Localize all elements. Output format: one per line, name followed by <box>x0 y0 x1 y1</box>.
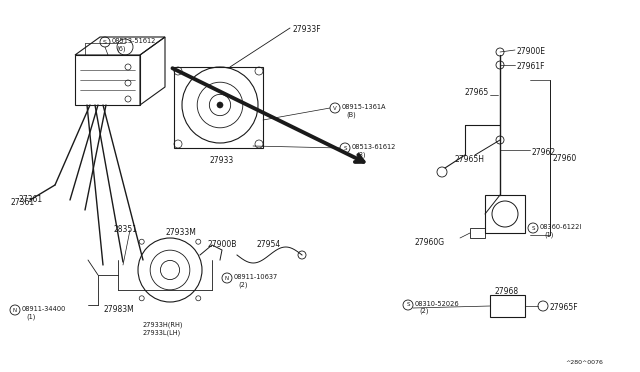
Text: 27960G: 27960G <box>415 238 445 247</box>
Text: (B): (B) <box>346 111 356 118</box>
Text: 27983M: 27983M <box>103 305 134 314</box>
Text: 27933F: 27933F <box>293 25 322 34</box>
Text: S: S <box>103 39 107 45</box>
Text: 27965H: 27965H <box>455 155 485 164</box>
Text: ^280^0076: ^280^0076 <box>565 360 603 365</box>
Text: S: S <box>343 145 347 151</box>
Text: N: N <box>225 276 229 280</box>
Text: 08911-10637: 08911-10637 <box>234 274 278 280</box>
Text: 27962: 27962 <box>532 148 556 157</box>
Text: (2): (2) <box>238 282 248 289</box>
Text: (1): (1) <box>544 231 554 237</box>
Text: 08513-51612: 08513-51612 <box>112 38 156 44</box>
Text: 27900E: 27900E <box>517 47 546 56</box>
Text: 28351: 28351 <box>113 225 137 234</box>
Text: 08513-61612: 08513-61612 <box>352 144 396 150</box>
Text: (2): (2) <box>419 308 429 314</box>
Text: 27961F: 27961F <box>517 62 545 71</box>
Text: 27968: 27968 <box>495 287 519 296</box>
Text: 27933: 27933 <box>210 156 234 165</box>
Text: (8): (8) <box>356 151 365 157</box>
Text: 27965F: 27965F <box>550 303 579 312</box>
Text: S: S <box>406 302 410 308</box>
Text: 27954: 27954 <box>257 240 281 249</box>
Text: 27965: 27965 <box>465 88 489 97</box>
Text: 08915-1361A: 08915-1361A <box>342 104 387 110</box>
Circle shape <box>217 102 223 108</box>
Text: V: V <box>333 106 337 110</box>
Text: 27960: 27960 <box>553 154 577 163</box>
Text: S: S <box>531 225 535 231</box>
Text: 27900B: 27900B <box>207 240 236 249</box>
Text: 27361: 27361 <box>18 195 42 204</box>
Text: 27933H(RH): 27933H(RH) <box>143 322 184 328</box>
Text: 27361: 27361 <box>10 198 34 207</box>
Text: (6): (6) <box>116 45 125 51</box>
Text: 08911-34400: 08911-34400 <box>22 306 67 312</box>
Text: (1): (1) <box>26 313 35 320</box>
Text: 27933L(LH): 27933L(LH) <box>143 330 181 337</box>
Text: N: N <box>13 308 17 312</box>
Text: 08310-52026: 08310-52026 <box>415 301 460 307</box>
Text: 08360-6122I: 08360-6122I <box>540 224 582 230</box>
Text: 27933M: 27933M <box>165 228 196 237</box>
